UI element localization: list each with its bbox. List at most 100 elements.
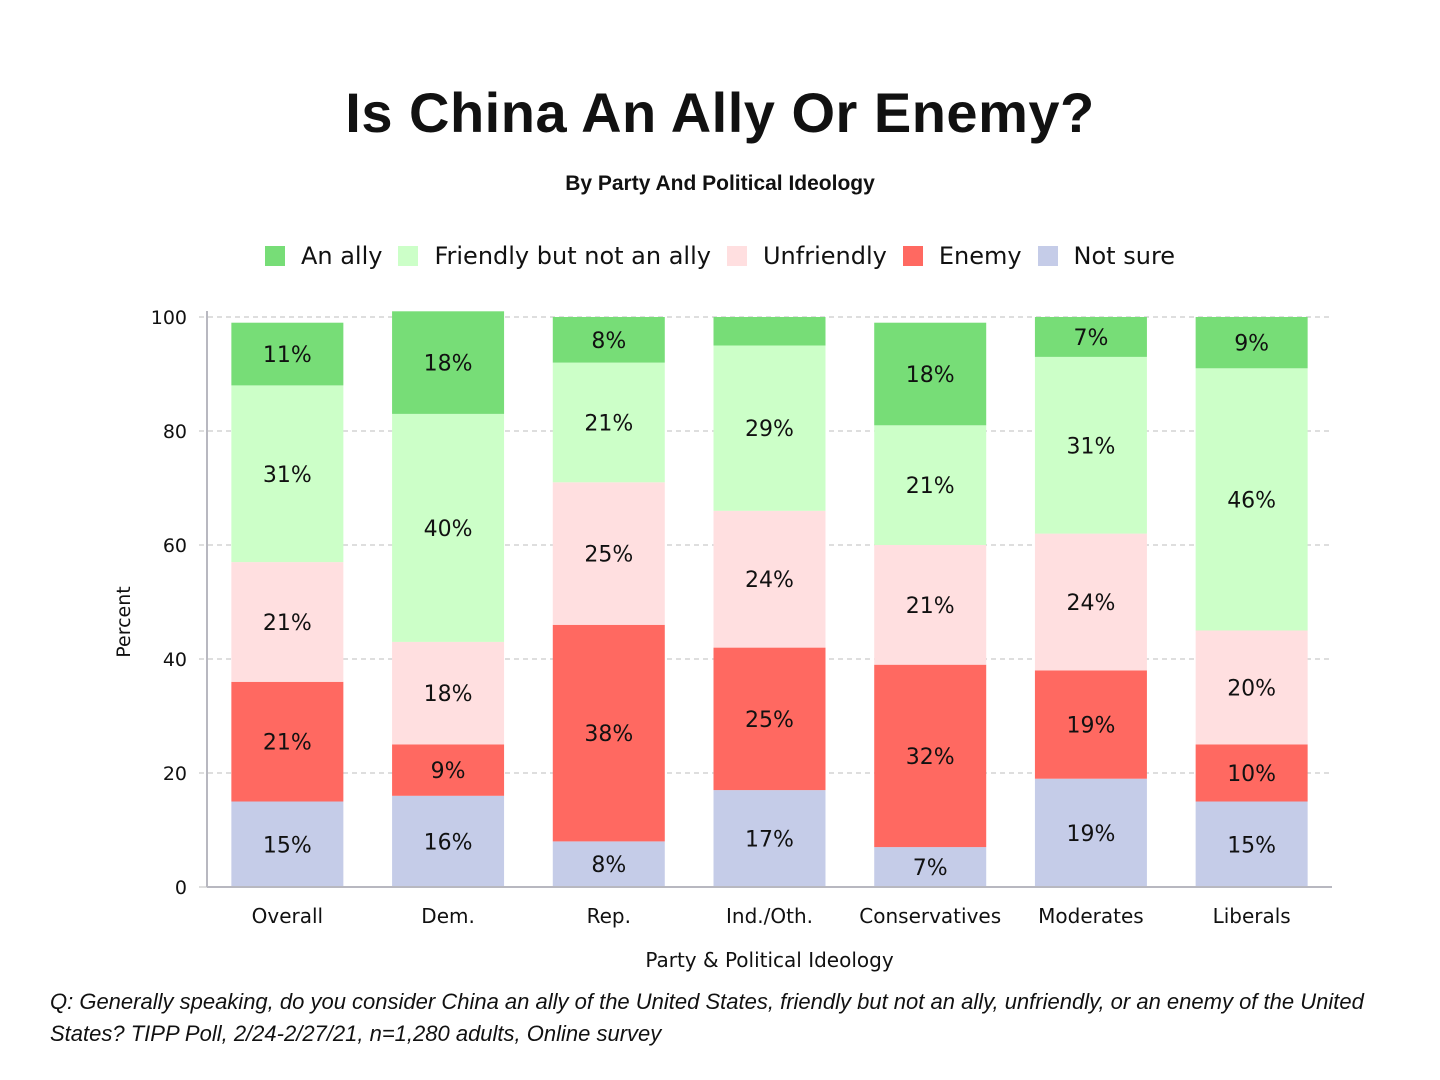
- y-axis-title: Percent: [113, 586, 135, 658]
- data-label: 18%: [424, 352, 473, 377]
- bar-segment-not-sure: [552, 841, 665, 887]
- data-label: 16%: [424, 830, 473, 855]
- legend-label: Enemy: [938, 242, 1022, 270]
- bar-segment-unfriendly: [713, 510, 826, 648]
- bar-segment-friendly-but-not-an-ally: [552, 362, 665, 483]
- bar-segment-unfriendly: [392, 641, 505, 745]
- bar-segment-unfriendly: [552, 482, 665, 625]
- data-label: 9%: [431, 759, 466, 784]
- data-label: 15%: [263, 833, 312, 858]
- data-label: 21%: [263, 731, 312, 756]
- legend: An ally Friendly but not an ally Unfriendl…: [0, 242, 1440, 270]
- data-label: 8%: [591, 853, 626, 878]
- stacked-bar-chart: 0 20 40 60 80 100 15% 21% 21% 31% 11% Overall 16% 9% 1…: [113, 307, 1332, 972]
- y-tick-label: 40: [163, 649, 187, 671]
- legend-item-an-ally: An ally: [264, 242, 383, 270]
- legend-swatch: [726, 246, 747, 266]
- legend-swatch: [398, 246, 419, 266]
- data-label: 18%: [424, 682, 473, 707]
- bar-segment-not-sure: [392, 795, 505, 887]
- y-tick-label: 100: [151, 307, 187, 329]
- legend-item-friendly-but-not-an-ally: Friendly but not an ally: [398, 242, 711, 270]
- bar-segment-an-ally: [874, 322, 987, 426]
- bar-segment-an-ally: [1034, 317, 1147, 357]
- data-label: 46%: [1227, 488, 1276, 513]
- bar-segment-unfriendly: [874, 545, 987, 665]
- chart-subtitle: By Party And Political Ideology: [565, 172, 875, 195]
- bar-segment-friendly-but-not-an-ally: [713, 345, 826, 511]
- data-label: 7%: [1073, 326, 1108, 351]
- data-label: 20%: [1227, 677, 1276, 702]
- bar-segment-unfriendly: [1034, 533, 1147, 671]
- bar-segment-not-sure: [1034, 778, 1147, 887]
- data-label: 8%: [591, 329, 626, 354]
- data-label: 17%: [745, 828, 794, 853]
- data-label: 24%: [1066, 591, 1115, 616]
- data-label: 25%: [745, 708, 794, 733]
- data-label: 29%: [745, 417, 794, 442]
- legend-label: Friendly but not an ally: [434, 242, 711, 270]
- bar-segment-enemy: [392, 744, 505, 796]
- bar-segment-an-ally: [552, 317, 665, 363]
- chart-title: Is China An Ally Or Enemy?: [345, 81, 1095, 144]
- legend-item-not-sure: Not sure: [1037, 242, 1176, 270]
- bar-segment-not-sure: [1195, 801, 1308, 887]
- legend-swatch: [902, 246, 923, 266]
- x-tick-label: Overall: [252, 904, 323, 928]
- bar-segment-friendly-but-not-an-ally: [231, 385, 344, 563]
- bar-segment-an-ally: [1195, 317, 1308, 369]
- footnote: Q: Generally speaking, do you consider C…: [50, 989, 1364, 1046]
- bar-segment-friendly-but-not-an-ally: [1034, 356, 1147, 534]
- legend-label: Not sure: [1073, 242, 1176, 270]
- bar-segment-not-sure: [713, 790, 826, 887]
- bar-segment-enemy: [552, 624, 665, 842]
- x-tick-label: Moderates: [1038, 904, 1144, 928]
- x-tick-label: Rep.: [587, 904, 631, 928]
- bar-segment-not-sure: [874, 847, 987, 887]
- y-tick-label: 20: [163, 763, 187, 785]
- bar-segment-not-sure: [231, 801, 344, 887]
- bar-segment-enemy: [713, 647, 826, 791]
- legend-item-enemy: Enemy: [902, 242, 1022, 270]
- x-tick-label: Ind./Oth.: [726, 904, 813, 928]
- data-label: 38%: [584, 722, 633, 747]
- legend-label: An ally: [300, 242, 383, 270]
- data-label: 11%: [263, 343, 312, 368]
- legend-swatch: [1037, 246, 1058, 266]
- data-label: 21%: [584, 411, 633, 436]
- x-axis-title: Party & Political Ideology: [645, 948, 894, 972]
- bar-segment-an-ally: [392, 311, 505, 414]
- data-label: 19%: [1066, 822, 1115, 847]
- bar-segment-an-ally: [713, 317, 826, 346]
- legend-item-unfriendly: Unfriendly: [726, 242, 887, 270]
- data-label: 31%: [1066, 434, 1115, 459]
- data-label: 10%: [1227, 762, 1276, 787]
- y-tick-label: 80: [163, 421, 187, 443]
- bar-segment-friendly-but-not-an-ally: [1195, 368, 1308, 631]
- y-tick-label: 0: [175, 877, 187, 899]
- data-label: 32%: [906, 745, 955, 770]
- data-label: 31%: [263, 463, 312, 488]
- data-label: 21%: [263, 611, 312, 636]
- data-label: 19%: [1066, 714, 1115, 739]
- data-label: 40%: [424, 517, 473, 542]
- bar-segment-friendly-but-not-an-ally: [874, 425, 987, 545]
- y-tick-label: 60: [163, 535, 187, 557]
- bar-segment-an-ally: [231, 322, 344, 386]
- x-tick-label: Liberals: [1213, 904, 1291, 928]
- bar-segment-unfriendly: [231, 562, 344, 682]
- data-label: 7%: [913, 856, 948, 881]
- bar-segment-friendly-but-not-an-ally: [392, 413, 505, 642]
- x-tick-label: Dem.: [421, 904, 475, 928]
- data-label: 25%: [584, 543, 633, 568]
- bar-segment-enemy: [1195, 744, 1308, 802]
- legend-label: Unfriendly: [762, 242, 887, 270]
- data-label: 24%: [745, 568, 794, 593]
- bar-segment-unfriendly: [1195, 630, 1308, 745]
- data-label: 18%: [906, 363, 955, 388]
- data-label: 21%: [906, 474, 955, 499]
- data-label: 15%: [1227, 833, 1276, 858]
- legend-swatch: [264, 246, 285, 266]
- x-tick-label: Conservatives: [859, 904, 1001, 928]
- bar-segment-enemy: [1034, 670, 1147, 779]
